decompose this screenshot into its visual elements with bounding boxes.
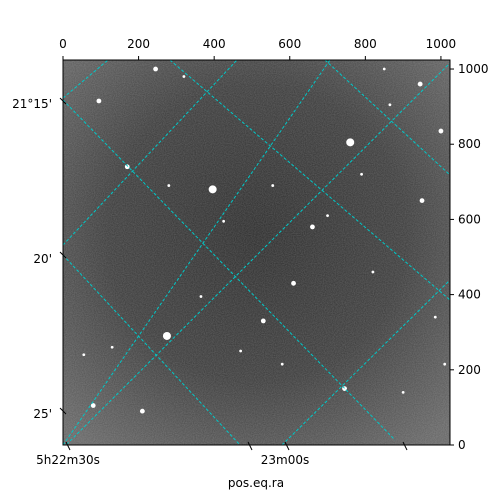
star-point: [90, 403, 96, 408]
star-point: [326, 214, 329, 218]
ra-tick: [284, 441, 290, 451]
star-point: [110, 345, 114, 349]
right-pixel-axis: 0 200 400 600 800 1000: [450, 62, 489, 452]
ra-axis: 5h22m30s 23m00s pos.eq.ra: [36, 441, 408, 490]
star-point: [371, 270, 375, 274]
star-point: [443, 362, 447, 366]
top-axis-tick-label: 0: [59, 37, 67, 51]
star-point: [239, 349, 243, 353]
grid-line-dec-7: [63, 254, 241, 445]
star-point: [182, 75, 186, 78]
coordinate-grid: [63, 60, 450, 445]
star-point: [124, 164, 130, 170]
grid-line-ra-3: [65, 62, 450, 445]
star-point: [139, 408, 145, 414]
grid-line-ra-4: [281, 279, 450, 445]
ra-tick-label: 23m00s: [261, 453, 309, 467]
image-area: [63, 60, 450, 445]
star-point: [382, 67, 386, 71]
dec-tick: [59, 97, 67, 105]
sky-noise: [63, 60, 450, 445]
star-point: [82, 353, 86, 357]
star-point: [438, 128, 444, 134]
star-point: [310, 224, 315, 230]
top-axis-tick-label: 1000: [426, 37, 457, 51]
right-axis-tick-label: 400: [458, 288, 481, 302]
star-point: [260, 318, 266, 324]
dec-tick-label: 20': [33, 252, 52, 266]
star-point: [280, 362, 284, 366]
star-point: [153, 66, 158, 72]
grid-line-ra-2: [63, 60, 331, 445]
ra-axis-title: pos.eq.ra: [228, 476, 284, 490]
star-point: [417, 81, 423, 87]
grid-line-ra-1: [63, 60, 238, 246]
plot-frame: [62, 59, 451, 446]
top-axis-tick-label: 800: [354, 37, 377, 51]
grid-line-dec-9: [63, 99, 396, 441]
star-point: [433, 315, 437, 319]
star-point: [208, 185, 217, 194]
star-point: [360, 172, 363, 176]
star-point: [291, 280, 296, 286]
star-point: [167, 184, 171, 187]
dec-tick: [59, 407, 67, 415]
top-pixel-axis: 0 200 400 600 800 1000: [59, 37, 456, 60]
grid-line-dec-2: [169, 60, 450, 301]
right-axis-tick-label: 0: [458, 438, 466, 452]
stars-layer: [82, 66, 447, 414]
star-point: [401, 390, 405, 394]
star-point: [96, 98, 102, 104]
right-axis-tick-label: 800: [458, 137, 481, 151]
top-axis-tick-label: 400: [203, 37, 226, 51]
right-axis-tick-label: 600: [458, 212, 481, 226]
star-point: [346, 138, 355, 147]
dec-tick-label: 21°15': [12, 97, 52, 111]
top-axis-tick-label: 200: [127, 37, 150, 51]
dec-tick-label: 25': [33, 407, 52, 421]
star-point: [162, 331, 171, 340]
right-axis-tick-label: 1000: [458, 62, 489, 76]
ra-tick: [402, 441, 408, 451]
ra-tick-label: 5h22m30s: [36, 453, 100, 467]
dec-axis: 21°15' 20' 25': [12, 97, 67, 421]
ra-tick: [65, 441, 71, 451]
star-point: [199, 295, 203, 298]
top-axis-tick-label: 600: [278, 37, 301, 51]
star-point: [271, 184, 275, 187]
star-point: [388, 103, 392, 107]
right-axis-tick-label: 200: [458, 363, 481, 377]
ra-tick: [247, 441, 253, 451]
star-point: [419, 198, 425, 204]
dec-tick: [59, 251, 67, 259]
grid-line-dec-3: [324, 60, 450, 176]
star-point: [222, 219, 226, 223]
